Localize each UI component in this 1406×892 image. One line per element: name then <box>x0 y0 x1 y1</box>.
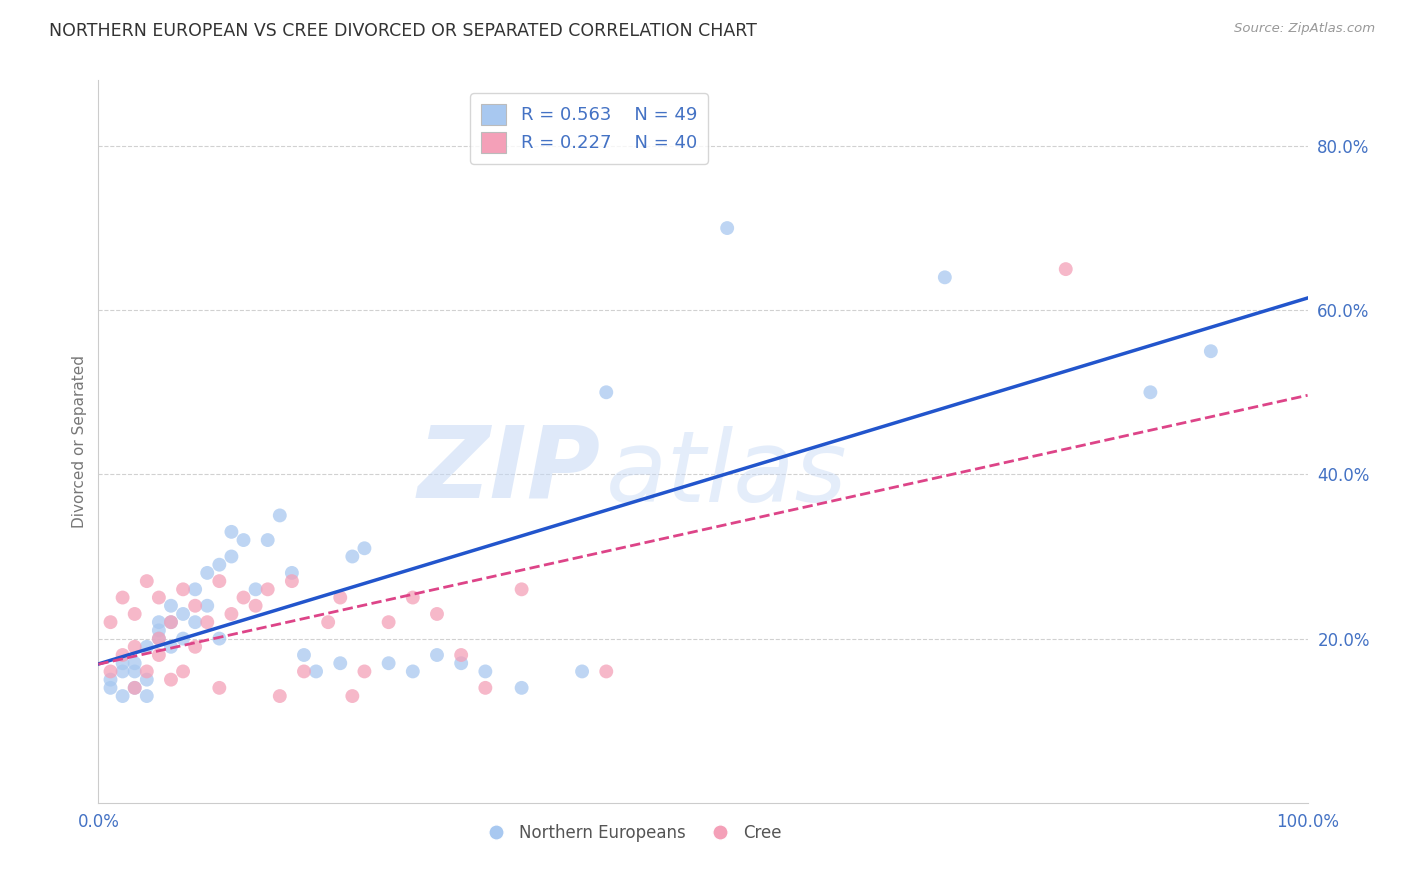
Point <box>195 615 218 630</box>
Point <box>124 657 146 671</box>
Point <box>305 665 328 679</box>
Point <box>474 665 496 679</box>
Point <box>221 607 243 621</box>
Point <box>316 615 339 630</box>
Point <box>402 665 425 679</box>
Point <box>269 508 291 523</box>
Point <box>148 632 170 646</box>
Point <box>342 549 364 564</box>
Point <box>160 615 183 630</box>
Point <box>124 640 146 654</box>
Text: ZIP: ZIP <box>418 422 600 519</box>
Point <box>148 648 170 662</box>
Point <box>426 648 449 662</box>
Point <box>292 648 315 662</box>
Point <box>160 599 183 613</box>
Point <box>1199 344 1222 359</box>
Y-axis label: Divorced or Separated: Divorced or Separated <box>72 355 87 528</box>
Text: Source: ZipAtlas.com: Source: ZipAtlas.com <box>1234 22 1375 36</box>
Point <box>1054 262 1077 277</box>
Point <box>160 673 183 687</box>
Point <box>111 591 134 605</box>
Point <box>329 591 352 605</box>
Point <box>195 566 218 580</box>
Point <box>124 681 146 695</box>
Point <box>208 574 231 588</box>
Point <box>232 533 254 547</box>
Point <box>1139 385 1161 400</box>
Point <box>281 566 304 580</box>
Point <box>571 665 593 679</box>
Point <box>172 665 194 679</box>
Point <box>100 681 122 695</box>
Point <box>135 673 157 687</box>
Point <box>148 591 170 605</box>
Point <box>184 582 207 597</box>
Point <box>595 385 617 400</box>
Point <box>934 270 956 285</box>
Point <box>100 615 122 630</box>
Point <box>510 681 533 695</box>
Point <box>716 221 738 235</box>
Point <box>450 657 472 671</box>
Point <box>195 599 218 613</box>
Point <box>135 574 157 588</box>
Point <box>221 524 243 539</box>
Point <box>160 615 183 630</box>
Point <box>172 607 194 621</box>
Point <box>208 632 231 646</box>
Point <box>172 632 194 646</box>
Point <box>342 689 364 703</box>
Text: NORTHERN EUROPEAN VS CREE DIVORCED OR SEPARATED CORRELATION CHART: NORTHERN EUROPEAN VS CREE DIVORCED OR SE… <box>49 22 756 40</box>
Point <box>292 665 315 679</box>
Point <box>172 582 194 597</box>
Point <box>124 665 146 679</box>
Point <box>256 582 278 597</box>
Point <box>135 689 157 703</box>
Point <box>353 541 375 556</box>
Point <box>221 549 243 564</box>
Point <box>100 673 122 687</box>
Point <box>111 657 134 671</box>
Point <box>377 657 399 671</box>
Point <box>245 599 267 613</box>
Point <box>474 681 496 695</box>
Point <box>353 665 375 679</box>
Text: atlas: atlas <box>606 425 848 523</box>
Point <box>100 665 122 679</box>
Point <box>135 640 157 654</box>
Point <box>450 648 472 662</box>
Point <box>148 632 170 646</box>
Point <box>402 591 425 605</box>
Point <box>329 657 352 671</box>
Point <box>595 665 617 679</box>
Point <box>148 615 170 630</box>
Point <box>111 648 134 662</box>
Point <box>281 574 304 588</box>
Point <box>184 615 207 630</box>
Point <box>184 640 207 654</box>
Point <box>377 615 399 630</box>
Point <box>269 689 291 703</box>
Point <box>124 681 146 695</box>
Point <box>208 558 231 572</box>
Point <box>148 624 170 638</box>
Point <box>232 591 254 605</box>
Point <box>256 533 278 547</box>
Point <box>184 599 207 613</box>
Point <box>426 607 449 621</box>
Point <box>510 582 533 597</box>
Point <box>160 640 183 654</box>
Point <box>245 582 267 597</box>
Point <box>208 681 231 695</box>
Point <box>111 665 134 679</box>
Point <box>135 665 157 679</box>
Legend: Northern Europeans, Cree: Northern Europeans, Cree <box>472 817 789 848</box>
Point <box>124 607 146 621</box>
Point <box>111 689 134 703</box>
